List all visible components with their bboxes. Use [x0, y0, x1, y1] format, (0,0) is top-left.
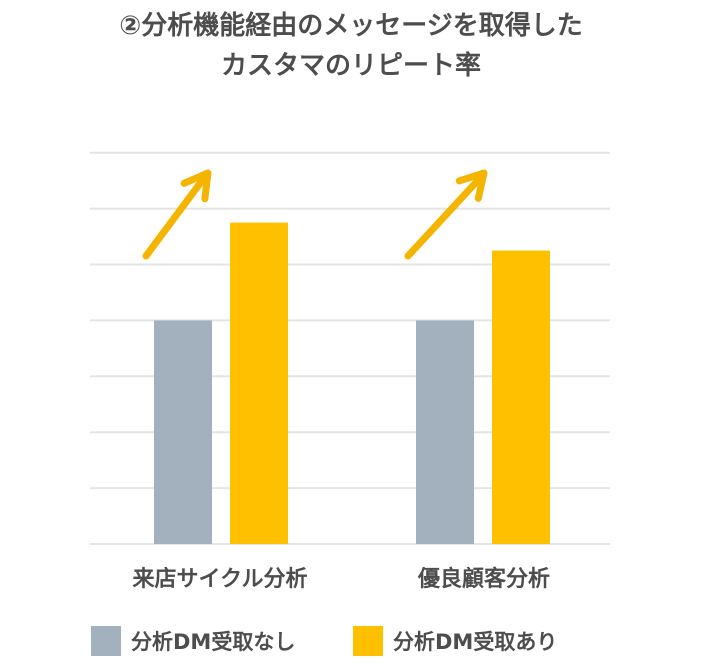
category-label-0: 来店サイクル分析 [132, 567, 308, 592]
bar-no-dm-1 [416, 320, 474, 544]
trend-arrow-head [180, 169, 212, 203]
bar-with-dm-1 [492, 250, 550, 545]
trend-arrow-shaft [404, 174, 484, 260]
legend-swatch-with-dm [353, 626, 383, 656]
bar-no-dm-0 [154, 320, 212, 544]
category-labels: 来店サイクル分析 優良顧客分析 [132, 566, 550, 592]
bar-with-dm-0 [230, 222, 288, 545]
trend-arrow-0 [142, 169, 212, 260]
legend: 分析DM受取なし 分析DM受取あり [0, 626, 702, 662]
legend-label-with-dm: 分析DM受取あり [393, 630, 558, 654]
trend-arrows [142, 169, 488, 260]
legend-label-no-dm: 分析DM受取なし [131, 630, 296, 654]
trend-arrow-1 [404, 169, 488, 260]
trend-arrow-head [455, 169, 488, 202]
legend-item-with-dm: 分析DM受取あり [353, 626, 557, 656]
bar-chart: 来店サイクル分析 優良顧客分析 [90, 151, 610, 592]
trend-arrow-shaft [142, 174, 208, 260]
legend-item-no-dm: 分析DM受取なし [91, 626, 295, 656]
chart-title: ②分析機能経由のメッセージを取得した カスタマのリピート率 [0, 6, 702, 86]
chart-title-line-1: ②分析機能経由のメッセージを取得した [119, 11, 583, 41]
category-label-1: 優良顧客分析 [417, 566, 550, 592]
bars [154, 222, 550, 545]
legend-swatch-no-dm [91, 626, 121, 656]
chart-title-line-2: カスタマのリピート率 [220, 51, 481, 81]
